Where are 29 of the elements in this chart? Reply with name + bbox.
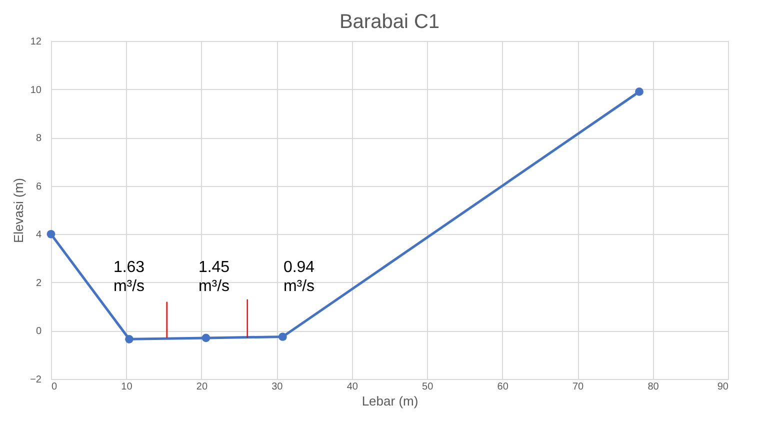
y-tick-label: 2 [36, 278, 42, 289]
y-tick-label: 4 [36, 230, 42, 241]
x-tick-label: 60 [497, 382, 509, 392]
x-tick-label: 70 [572, 382, 584, 392]
annotation: 1.63 m³/s [113, 259, 145, 295]
y-axis-title: Elevasi (m) [11, 178, 26, 244]
annotation: 1.45 m³/s [198, 259, 230, 295]
x-axis-title: Lebar (m) [362, 394, 418, 408]
point [635, 88, 644, 96]
chart-title: Barabai C1 [339, 11, 440, 33]
y-tick-label: 8 [36, 133, 42, 144]
x-tick-label: 80 [648, 382, 660, 392]
y-tick-label: 6 [36, 181, 42, 192]
y-tick-label: −2 [30, 374, 42, 386]
point [46, 230, 56, 238]
x-tick-label: 40 [346, 382, 358, 392]
x-tick-label: 10 [121, 382, 133, 392]
point [125, 334, 134, 344]
point [278, 332, 287, 341]
y-tick-label: 0 [36, 326, 42, 338]
y-tick-label: 12 [30, 36, 42, 48]
point [202, 334, 210, 342]
x-tick-label: 30 [272, 382, 284, 392]
x-tick-label: 90 [717, 382, 729, 392]
x-tick-label: 20 [196, 382, 208, 392]
x-tick-label: 50 [422, 382, 434, 392]
y-tick-label: 10 [30, 84, 42, 96]
annotation: 0.94 m³/s [283, 259, 315, 295]
x-tick-label: 0 [52, 382, 58, 392]
